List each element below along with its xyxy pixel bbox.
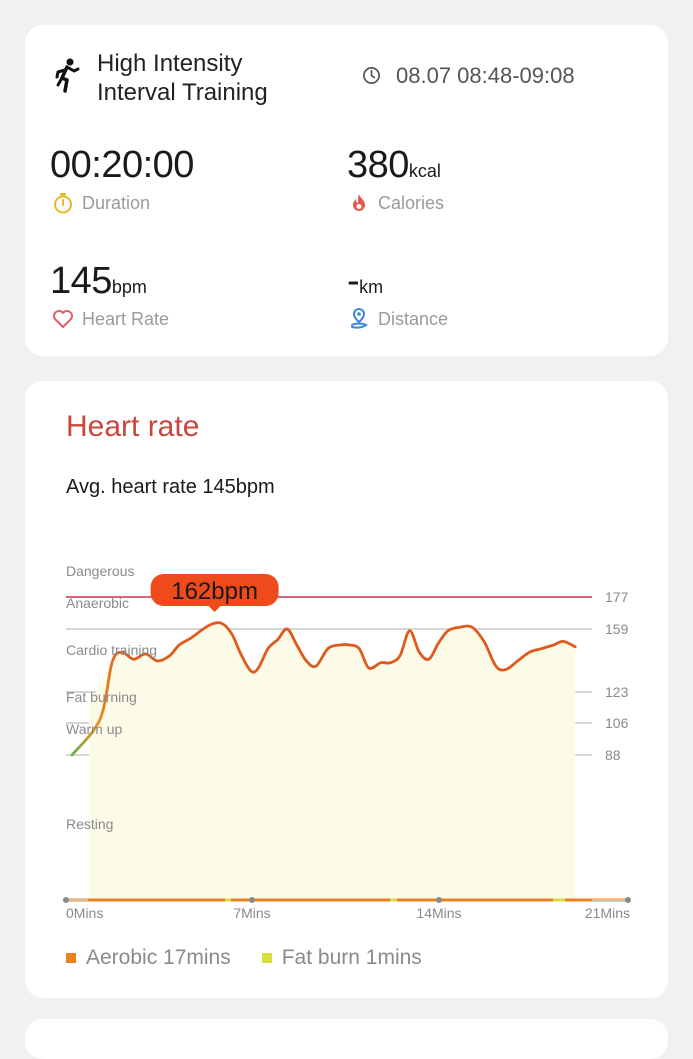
heart-icon [53, 310, 73, 328]
x-tick-label: 0Mins [66, 905, 103, 921]
zone-label-resting: Resting [66, 816, 113, 832]
y-tick-label: 123 [605, 684, 629, 700]
zone-label-cardio-training: Cardio training [66, 642, 157, 658]
workout-title-line1: High Intensity [97, 50, 243, 77]
zone-label-anaerobic: Anaerobic [66, 595, 129, 611]
zone-label-fat-burning: Fat burning [66, 689, 137, 705]
y-tick-label: 177 [605, 589, 629, 605]
distance-value: - [347, 260, 360, 302]
x-tick-dot [436, 897, 442, 903]
zone-label-warm-up: Warm up [66, 721, 122, 737]
peak-label: 162bpm [171, 578, 258, 605]
x-tick-dot [625, 897, 631, 903]
x-tick-label: 21Mins [585, 905, 630, 921]
next-card [25, 1019, 668, 1059]
workout-title: High Intensity Interval Training [97, 49, 268, 107]
distance-stat: -km [347, 260, 383, 303]
y-tick-label: 106 [605, 715, 629, 731]
distance-label: Distance [378, 309, 449, 329]
legend-fat-burn: Fat burn 1mins [281, 946, 422, 969]
calories-unit: kcal [408, 161, 441, 181]
heart-rate-chart[interactable]: Dangerous Anaerobic Cardio training Fat bur… [25, 551, 668, 931]
x-tick-label: 7Mins [233, 905, 270, 921]
heart-rate-title: Heart rate [66, 410, 200, 443]
x-tick-dot [63, 897, 69, 903]
legend-aerobic: Aerobic 17mins [86, 946, 231, 969]
workout-summary-card: High Intensity Interval Training 08.07 0… [25, 25, 668, 356]
heart-rate-stat: 145bpm [50, 260, 147, 303]
heart-rate-unit: bpm [111, 277, 147, 297]
chart-legend: Aerobic 17mins Fat burn 1mins [66, 946, 422, 970]
workout-time: 08.07 08:48-09:08 [396, 63, 575, 88]
heart-rate-card: Heart rate Avg. heart rate 145bpm Danger… [25, 381, 668, 998]
y-tick-label: 159 [605, 621, 629, 637]
calories-label: Calories [378, 193, 445, 213]
calories-stat: 380kcal [347, 144, 441, 187]
heart-rate-line [70, 621, 577, 757]
x-tick-label: 14Mins [416, 905, 461, 921]
chart-area-fill [89, 622, 576, 900]
running-person-icon [55, 58, 80, 93]
flame-icon [353, 194, 365, 211]
workout-title-line2: Interval Training [97, 79, 268, 106]
calories-value: 380 [347, 144, 409, 186]
distance-unit: km [359, 277, 384, 297]
peak-badge: 162bpm [150, 574, 279, 612]
avg-heart-rate: Avg. heart rate 145bpm [66, 476, 275, 498]
clock-icon [363, 67, 380, 84]
duration-label: Duration [82, 193, 151, 213]
legend-fat-burn-swatch [261, 953, 272, 963]
x-tick-dot [249, 897, 255, 903]
duration-value: 00:20:00 [50, 144, 194, 186]
zone-label-dangerous: Dangerous [66, 563, 135, 579]
legend-aerobic-swatch [66, 953, 76, 963]
heart-rate-value: 145 [50, 260, 112, 302]
y-tick-label: 88 [605, 747, 621, 763]
location-pin-icon [351, 307, 368, 329]
stopwatch-icon [54, 193, 72, 214]
heart-rate-label: Heart Rate [82, 309, 170, 329]
